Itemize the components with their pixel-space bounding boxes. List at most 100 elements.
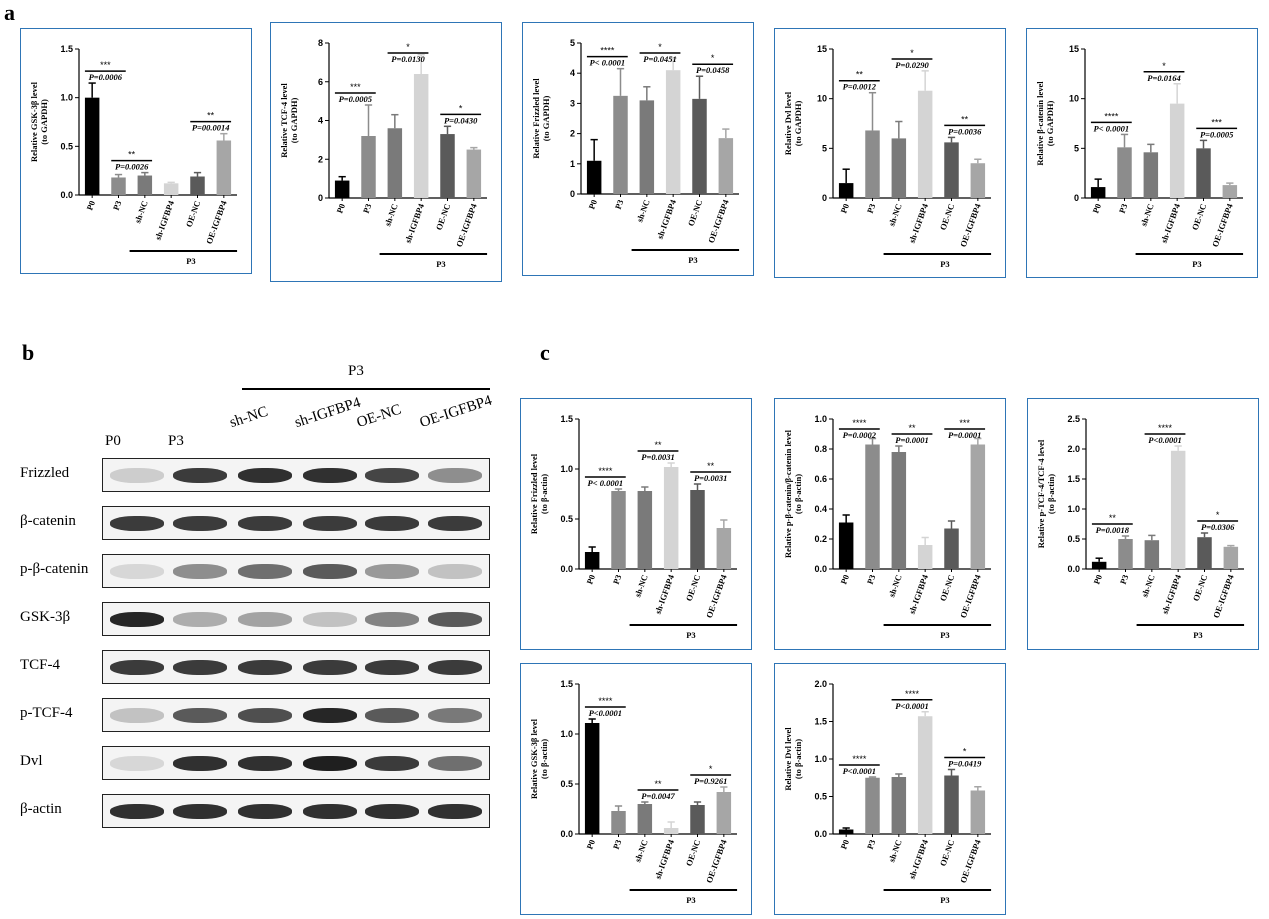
y-tick-label: 0.0 (814, 829, 827, 839)
bar (1169, 103, 1185, 198)
chart-svg: Relative TCF-4 level (to GAPDH) 0 2 4 6 8 P0 P3 s… (279, 38, 488, 269)
p-value-label: P=0.0001 (895, 435, 928, 445)
significance-stars: ** (961, 114, 969, 124)
bar (917, 716, 933, 834)
y-tick-label: 1.5 (814, 717, 827, 727)
blot-band (238, 708, 292, 723)
significance-stars: * (910, 48, 914, 58)
p-value-label: P=0.0164 (1147, 73, 1180, 83)
western-blot-panel: P3 P0 P3 sh-NC sh-IGFBP4 OE-NC OE-IGFBP4 Friz… (20, 355, 505, 855)
bar (137, 175, 153, 195)
significance-stars: *** (959, 418, 970, 428)
bar (944, 775, 959, 834)
p-value-label: P<0.0001 (895, 701, 928, 711)
significance-stars: **** (1158, 423, 1173, 433)
blot-band (173, 612, 227, 627)
y-tick-label: 4 (570, 68, 575, 78)
significance-stars: ** (128, 150, 136, 160)
y-tick-label: 0 (822, 193, 827, 203)
bar (1197, 537, 1212, 569)
y-tick-label: 10 (817, 94, 827, 104)
x-tick-label: sh-IGFBP4 (653, 573, 677, 616)
significance-stars: * (1162, 61, 1166, 71)
blot-band (110, 516, 164, 531)
y-tick-label: 0.6 (814, 474, 827, 484)
bar (692, 98, 707, 194)
bar (1143, 152, 1159, 198)
chart-svg: Relative p-TCF-4/TCF-4 level (to β-actin)… (1036, 414, 1245, 640)
x-tick-label: sh-IGFBP4 (907, 838, 931, 881)
blot-row-label: p-TCF-4 (20, 705, 73, 721)
x-tick-label: sh-NC (1139, 573, 1156, 598)
x-tick-label: sh-NC (886, 202, 903, 227)
chart-a4-dvl-gapdh: Relative Dvl level (to GAPDH) 0 5 10 15 P0 P3 sh… (774, 28, 1006, 278)
y-axis-label: (to GAPDH) (541, 96, 551, 142)
y-tick-label: 0.0 (1067, 564, 1080, 574)
y-tick-label: 0.2 (814, 534, 827, 544)
bar (334, 180, 350, 198)
y-tick-label: 6 (318, 77, 323, 87)
p-value-label: P=00.0014 (192, 123, 230, 133)
y-tick-label: 1 (570, 159, 575, 169)
p-value-label: P=0.0451 (643, 54, 676, 64)
significance-stars: **** (905, 689, 920, 699)
bar (611, 491, 626, 569)
y-tick-label: 8 (318, 38, 323, 48)
y-tick-label: 0.0 (60, 190, 73, 200)
blot-band (173, 756, 227, 771)
y-axis-label: Relative β-catenin level (1035, 81, 1045, 166)
significance-stars: ** (707, 461, 715, 471)
bar (690, 490, 705, 569)
x-tick-label: OE-IGFBP4 (1211, 573, 1236, 620)
y-axis-label: (to GAPDH) (289, 98, 299, 144)
x-tick-label: P0 (838, 573, 851, 585)
significance-stars: * (1216, 510, 1220, 520)
x-tick-label: OE-NC (938, 573, 957, 602)
bar (413, 74, 429, 198)
x-tick-label: sh-IGFBP4 (653, 838, 677, 881)
blot-band (365, 708, 419, 723)
p-value-label: P=0.0306 (1201, 522, 1235, 532)
chart-a1-gsk3b-gapdh: Relative GSK-3β level (to GAPDH) 0.0 0.5 1.0… (20, 28, 252, 274)
y-tick-label: 4 (318, 116, 323, 126)
bar (1170, 450, 1186, 569)
blot-band (238, 612, 292, 627)
x-tick-label: P0 (584, 573, 597, 585)
y-tick-label: 15 (817, 44, 827, 54)
x-tick-label: OE-NC (938, 202, 957, 231)
chart-c2-pbcatenin-bactin: Relative p-β-catenin/β-catenin level (to … (774, 398, 1006, 650)
bar (440, 134, 455, 198)
significance-stars: *** (350, 82, 361, 92)
chart-svg: Relative p-β-catenin/β-catenin level (to … (783, 414, 992, 640)
bar (865, 444, 880, 569)
blot-row-label: p-β-catenin (20, 561, 89, 577)
x-tick-label: OE-NC (434, 202, 453, 231)
bar (613, 95, 628, 194)
bar (1196, 148, 1211, 198)
chart-svg: Relative GSK-3β level (to β-actin) 0.0 0.5 1… (529, 679, 738, 905)
chart-c5-dvl-bactin: Relative Dvl level (to β-actin) 0.0 0.5 1.0 1… (774, 663, 1006, 915)
blot-band (303, 804, 357, 819)
blot-band (428, 468, 482, 483)
blot-band (428, 564, 482, 579)
blot-band (238, 564, 292, 579)
bar (716, 528, 732, 569)
p-value-label: P=0.0031 (641, 452, 674, 462)
x-tick-label: sh-IGFBP4 (907, 202, 931, 245)
significance-stars: **** (1104, 111, 1119, 121)
significance-stars: **** (598, 466, 613, 476)
y-axis-label: Relative p-TCF-4/TCF-4 level (1036, 439, 1046, 548)
group-bracket-label: P3 (686, 895, 695, 905)
x-tick-label: P0 (84, 199, 97, 211)
bar (163, 183, 179, 195)
x-tick-label: sh-NC (886, 573, 903, 598)
bar (944, 142, 959, 198)
bar (1222, 185, 1238, 198)
blot-row-label: TCF-4 (20, 657, 61, 673)
y-tick-label: 1.0 (560, 464, 573, 474)
y-tick-label: 0.0 (814, 564, 827, 574)
y-tick-label: 2 (318, 154, 323, 164)
bar (663, 467, 679, 569)
p-value-label: P< 0.0001 (588, 478, 624, 488)
x-tick-label: sh-IGFBP4 (403, 202, 427, 245)
